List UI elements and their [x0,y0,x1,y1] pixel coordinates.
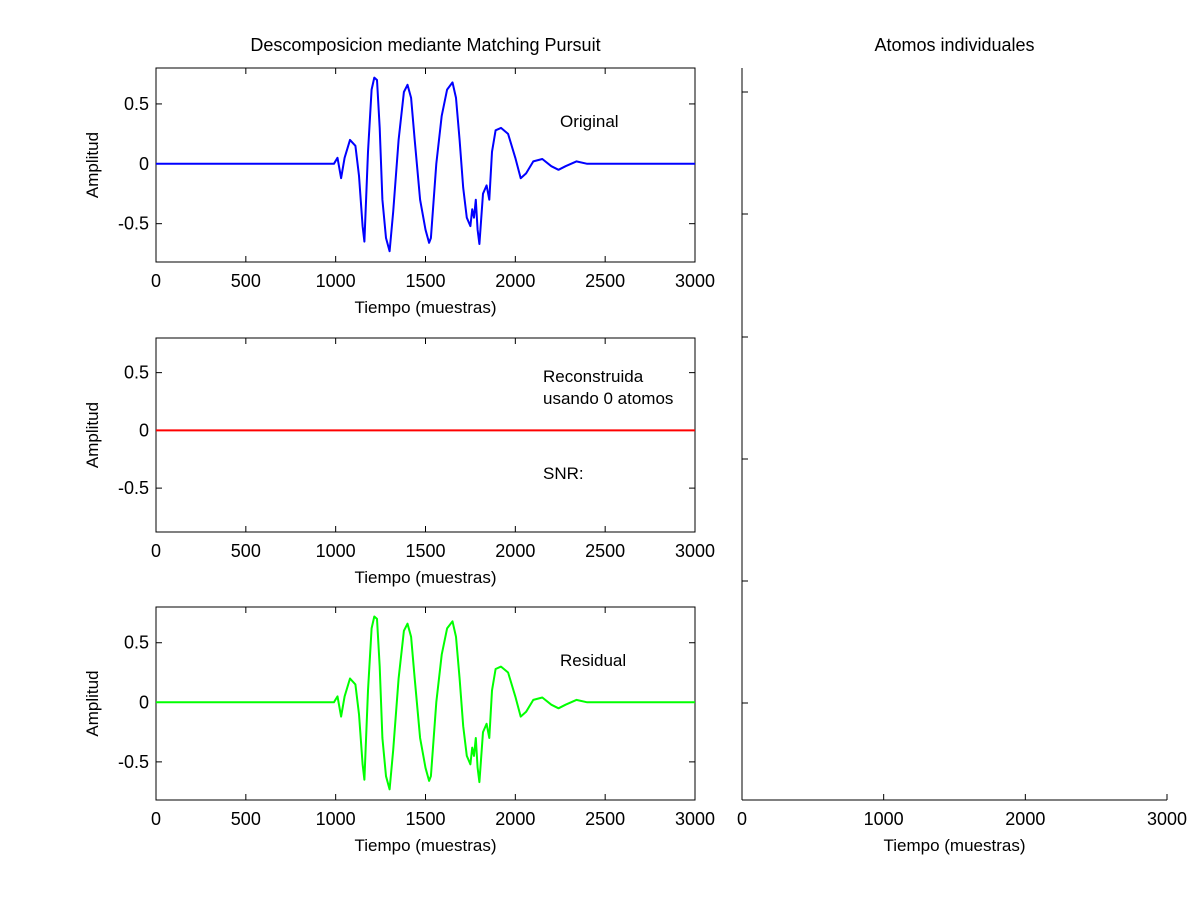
x-tick-label: 3000 [675,271,715,291]
chart-title: Atomos individuales [874,35,1034,55]
y-axis-label: Amplitud [83,132,102,198]
chart-panel-3: 0 500 1000 1500 2000 2500 3000 0.5 0 -0.5 Tiempo (… [83,606,715,855]
x-tick-label: 3000 [675,541,715,561]
x-tick-label: 2000 [495,541,535,561]
x-tick-label: 1000 [316,809,356,829]
annotation-text: Reconstruida [543,367,644,386]
x-tick-label: 2500 [585,809,625,829]
x-tick-label: 1000 [864,809,904,829]
series-line-1 [156,76,695,253]
x-tick-label: 1500 [405,809,445,829]
y-tick-label: 0.5 [124,363,149,383]
chart-panel-4: 0 1000 2000 3000 Atomos individuales Tiempo (… [737,35,1187,855]
x-tick-label: 1500 [405,271,445,291]
x-tick-label: 500 [231,809,261,829]
y-axis-label: Amplitud [83,402,102,468]
series-line-1 [156,615,695,791]
annotation-text: Residual [560,651,626,670]
x-tick-label: 500 [231,271,261,291]
annotation-text: Original [560,112,619,131]
x-tick-label: 500 [231,541,261,561]
x-tick-label: 0 [151,271,161,291]
x-tick-label: 1000 [316,541,356,561]
x-tick-label: 3000 [1147,809,1187,829]
x-tick-label: 0 [151,541,161,561]
x-axis-label: Tiempo (muestras) [883,836,1025,855]
x-tick-label: 3000 [675,809,715,829]
y-tick-label: -0.5 [118,214,149,234]
chart-title: Descomposicion mediante Matching Pursuit [250,35,600,55]
y-tick-label: 0.5 [124,94,149,114]
x-tick-label: 2500 [585,271,625,291]
y-tick-label: -0.5 [118,752,149,772]
chart-panel-2: 0 500 1000 1500 2000 2500 3000 0.5 0 -0.5 Tiempo (… [83,337,715,587]
y-tick-label: 0 [139,692,149,712]
x-tick-label: 1000 [316,271,356,291]
y-tick-label: -0.5 [118,478,149,498]
x-tick-label: 0 [151,809,161,829]
annotation-text: usando 0 atomos [543,389,673,408]
x-axis-label: Tiempo (muestras) [354,568,496,587]
y-axis-label: Amplitud [83,670,102,736]
annotation-text: SNR: [543,464,584,483]
x-tick-label: 2000 [495,809,535,829]
y-tick-label: 0 [139,154,149,174]
x-tick-label: 2500 [585,541,625,561]
x-tick-label: 0 [737,809,747,829]
x-tick-label: 2000 [1005,809,1045,829]
x-axis-label: Tiempo (muestras) [354,836,496,855]
x-axis-label: Tiempo (muestras) [354,298,496,317]
y-tick-label: 0 [139,420,149,440]
chart-panel-1: 0 500 1000 1500 2000 2500 3000 0.5 0 -0.5 Descompo… [83,35,715,317]
x-tick-label: 1500 [405,541,445,561]
y-tick-label: 0.5 [124,633,149,653]
x-tick-label: 2000 [495,271,535,291]
